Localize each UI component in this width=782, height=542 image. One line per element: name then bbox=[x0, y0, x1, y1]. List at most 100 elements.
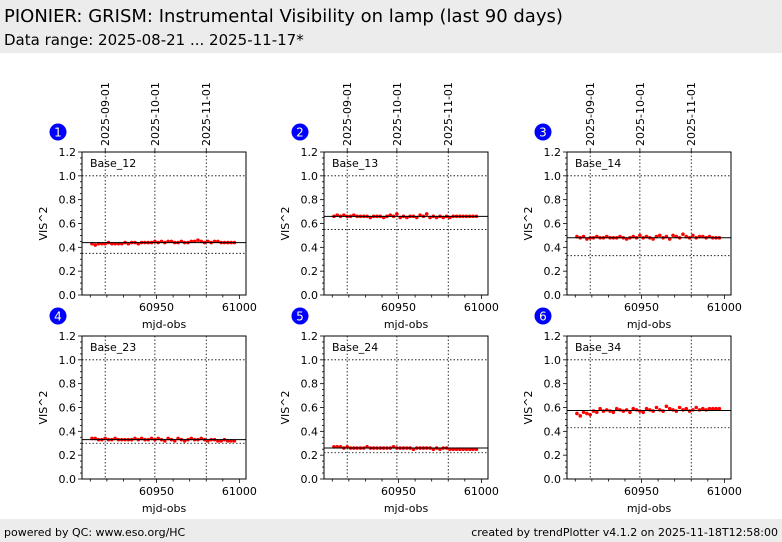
panel-number-badge bbox=[291, 123, 309, 141]
created-by-text: created by trendPlotter v4.1.2 on 2025-1… bbox=[471, 526, 778, 539]
data-point bbox=[611, 410, 616, 415]
baseline-label: Base_24 bbox=[332, 341, 378, 354]
axes-frame bbox=[323, 151, 489, 296]
y-tick-label: 0.8 bbox=[544, 378, 562, 391]
data-range: Data range: 2025-08-21 ... 2025-11-17* bbox=[4, 31, 304, 49]
axes-frame bbox=[323, 335, 489, 480]
data-point bbox=[604, 408, 609, 412]
data-point bbox=[714, 406, 718, 411]
date-tick-label: 2025-11-01 bbox=[442, 82, 455, 146]
baseline-label: Base_13 bbox=[332, 157, 378, 170]
y-tick-label: 0.0 bbox=[544, 473, 562, 486]
data-point bbox=[638, 409, 642, 413]
data-points bbox=[575, 232, 722, 241]
panel-number-badge bbox=[534, 307, 552, 325]
x-tick-label: 61000 bbox=[464, 485, 499, 498]
x-tick-label: 61000 bbox=[222, 485, 257, 498]
x-axis-label: mjd-obs bbox=[142, 318, 187, 331]
panel-number: 3 bbox=[539, 126, 547, 140]
data-point bbox=[704, 408, 708, 412]
y-tick-label: 1.0 bbox=[544, 354, 562, 367]
data-point bbox=[644, 406, 649, 411]
panel-base_14: 2025-09-01 2025-10-01 2025-11-01 0.0 0.2 0.4 0… bbox=[522, 82, 742, 331]
y-tick-label: 0.0 bbox=[59, 289, 77, 302]
x-axis-label: mjd-obs bbox=[142, 502, 187, 515]
data-point bbox=[687, 409, 692, 413]
data-point bbox=[648, 408, 652, 412]
data-point bbox=[591, 409, 596, 413]
data-points bbox=[575, 404, 722, 418]
page-title: PIONIER: GRISM: Instrumental Visibility … bbox=[4, 6, 563, 27]
y-tick-label: 1.0 bbox=[59, 354, 77, 367]
y-tick-label: 0.8 bbox=[544, 194, 562, 207]
panel-number: 1 bbox=[54, 126, 62, 140]
x-tick-label: 60950 bbox=[624, 485, 659, 498]
y-tick-label: 0.8 bbox=[301, 194, 319, 207]
data-point bbox=[691, 233, 695, 238]
baseline-label: Base_23 bbox=[90, 341, 136, 354]
y-tick-label: 0.4 bbox=[544, 241, 562, 254]
data-points bbox=[332, 212, 479, 220]
y-tick-label: 0.0 bbox=[59, 473, 77, 486]
data-point bbox=[624, 408, 629, 412]
data-point bbox=[628, 410, 632, 415]
y-tick-label: 0.6 bbox=[301, 402, 319, 415]
panel-number: 4 bbox=[54, 310, 62, 324]
panel-number-badge bbox=[534, 123, 552, 141]
panel-number-badge bbox=[49, 307, 67, 325]
panel-base_34: 0.0 0.2 0.4 0.6 0.8 1.0 1.2 60950 61000 mjd-obs VI… bbox=[522, 307, 742, 515]
y-axis-label: VIS^2 bbox=[522, 207, 535, 241]
data-point bbox=[575, 411, 579, 416]
y-tick-label: 0.2 bbox=[544, 265, 562, 278]
y-tick-label: 0.8 bbox=[59, 378, 77, 391]
y-tick-label: 1.2 bbox=[544, 330, 562, 343]
data-point bbox=[707, 406, 712, 411]
data-point bbox=[598, 406, 602, 411]
panel-base_23: 0.0 0.2 0.4 0.6 0.8 1.0 1.2 60950 61000 mjd-obs VI… bbox=[37, 307, 257, 515]
y-tick-label: 1.0 bbox=[59, 170, 77, 183]
panel-number-badge bbox=[49, 123, 67, 141]
data-point bbox=[424, 212, 429, 216]
y-tick-label: 0.2 bbox=[301, 449, 319, 462]
y-tick-label: 0.4 bbox=[59, 241, 77, 254]
x-axis-label: mjd-obs bbox=[384, 318, 429, 331]
data-point bbox=[654, 405, 659, 410]
y-tick-label: 1.2 bbox=[301, 146, 319, 159]
data-point bbox=[93, 243, 98, 247]
panel-number: 2 bbox=[296, 126, 304, 140]
data-point bbox=[581, 410, 586, 415]
header: PIONIER: GRISM: Instrumental Visibility … bbox=[0, 0, 782, 53]
data-point bbox=[681, 232, 685, 237]
y-axis-label: VIS^2 bbox=[279, 391, 292, 425]
baseline-label: Base_12 bbox=[90, 157, 136, 170]
x-tick-label: 60950 bbox=[139, 301, 174, 314]
y-tick-label: 1.2 bbox=[59, 330, 77, 343]
data-point bbox=[701, 406, 705, 411]
y-tick-label: 0.6 bbox=[59, 402, 77, 415]
y-tick-label: 0.4 bbox=[301, 425, 319, 438]
axes-frame bbox=[81, 335, 247, 480]
y-tick-label: 1.2 bbox=[544, 146, 562, 159]
date-tick-label: 2025-09-01 bbox=[99, 82, 112, 146]
data-point bbox=[631, 406, 636, 411]
x-axis-label: mjd-obs bbox=[627, 318, 672, 331]
data-point bbox=[634, 408, 639, 412]
data-point bbox=[671, 233, 675, 238]
powered-by-link[interactable]: powered by QC: www.eso.org/HC bbox=[4, 526, 186, 539]
y-tick-label: 0.6 bbox=[301, 218, 319, 231]
baseline-label: Base_14 bbox=[575, 157, 621, 170]
data-point bbox=[614, 406, 619, 411]
y-axis-label: VIS^2 bbox=[37, 207, 50, 241]
baseline-label: Base_34 bbox=[575, 341, 621, 354]
data-point bbox=[588, 412, 592, 417]
y-tick-label: 0.4 bbox=[59, 425, 77, 438]
axes-frame bbox=[566, 151, 732, 296]
x-axis-label: mjd-obs bbox=[384, 502, 429, 515]
y-tick-label: 0.4 bbox=[301, 241, 319, 254]
panel-base_13: 2025-09-01 2025-10-01 2025-11-01 0.0 0.2 0.4 0… bbox=[279, 82, 499, 331]
data-point bbox=[664, 404, 669, 409]
data-point bbox=[395, 212, 399, 216]
x-tick-label: 61000 bbox=[464, 301, 499, 314]
data-point bbox=[641, 410, 646, 415]
